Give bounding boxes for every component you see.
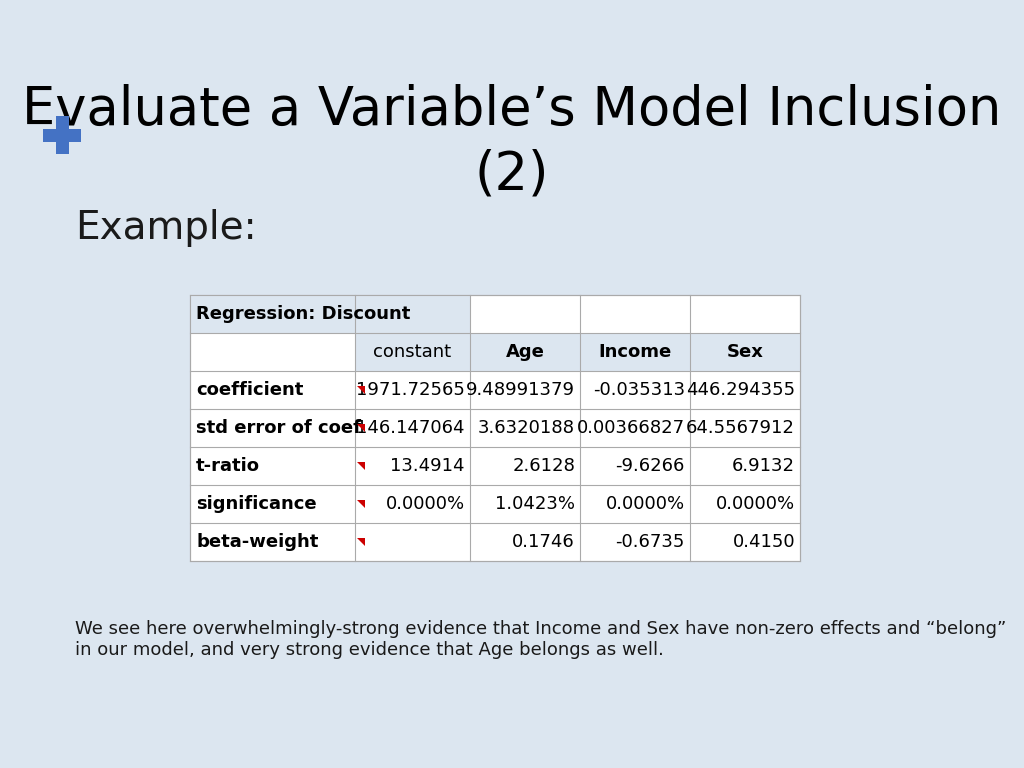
- Text: (2): (2): [475, 149, 549, 201]
- Text: std error of coef: std error of coef: [196, 419, 361, 437]
- Text: 446.294355: 446.294355: [686, 381, 795, 399]
- Polygon shape: [357, 424, 365, 432]
- Polygon shape: [357, 386, 365, 394]
- FancyBboxPatch shape: [43, 129, 81, 142]
- Text: Evaluate a Variable’s Model Inclusion: Evaluate a Variable’s Model Inclusion: [23, 84, 1001, 136]
- Text: 13.4914: 13.4914: [390, 457, 465, 475]
- Text: 1.0423%: 1.0423%: [495, 495, 575, 513]
- Text: 0.0000%: 0.0000%: [386, 495, 465, 513]
- Text: Income: Income: [598, 343, 672, 361]
- Text: We see here overwhelmingly-strong evidence that Income and Sex have non-zero eff: We see here overwhelmingly-strong eviden…: [75, 620, 1007, 638]
- Text: 2.6128: 2.6128: [512, 457, 575, 475]
- Text: constant: constant: [374, 343, 452, 361]
- Text: in our model, and very strong evidence that Age belongs as well.: in our model, and very strong evidence t…: [75, 641, 664, 659]
- Text: -9.6266: -9.6266: [615, 457, 685, 475]
- Text: Age: Age: [506, 343, 545, 361]
- Text: 0.4150: 0.4150: [732, 533, 795, 551]
- Text: Sex: Sex: [727, 343, 764, 361]
- Text: 0.0000%: 0.0000%: [716, 495, 795, 513]
- Text: Example:: Example:: [75, 209, 257, 247]
- Text: 146.147064: 146.147064: [356, 419, 465, 437]
- Polygon shape: [357, 538, 365, 546]
- Text: -0.035313: -0.035313: [593, 381, 685, 399]
- Text: -0.6735: -0.6735: [615, 533, 685, 551]
- FancyBboxPatch shape: [190, 295, 470, 333]
- FancyBboxPatch shape: [190, 295, 800, 561]
- Text: 0.00366827: 0.00366827: [577, 419, 685, 437]
- Polygon shape: [357, 500, 365, 508]
- Text: significance: significance: [196, 495, 316, 513]
- FancyBboxPatch shape: [355, 333, 800, 371]
- Text: 3.6320188: 3.6320188: [478, 419, 575, 437]
- Text: Regression: Discount: Regression: Discount: [196, 305, 411, 323]
- Text: 0.0000%: 0.0000%: [606, 495, 685, 513]
- Text: 6.9132: 6.9132: [732, 457, 795, 475]
- Text: 9.48991379: 9.48991379: [466, 381, 575, 399]
- Text: 64.5567912: 64.5567912: [686, 419, 795, 437]
- Text: beta-weight: beta-weight: [196, 533, 318, 551]
- Text: 0.1746: 0.1746: [512, 533, 575, 551]
- FancyBboxPatch shape: [56, 116, 69, 154]
- Text: 1971.72565: 1971.72565: [356, 381, 465, 399]
- Text: t-ratio: t-ratio: [196, 457, 260, 475]
- Polygon shape: [357, 462, 365, 470]
- Text: coefficient: coefficient: [196, 381, 303, 399]
